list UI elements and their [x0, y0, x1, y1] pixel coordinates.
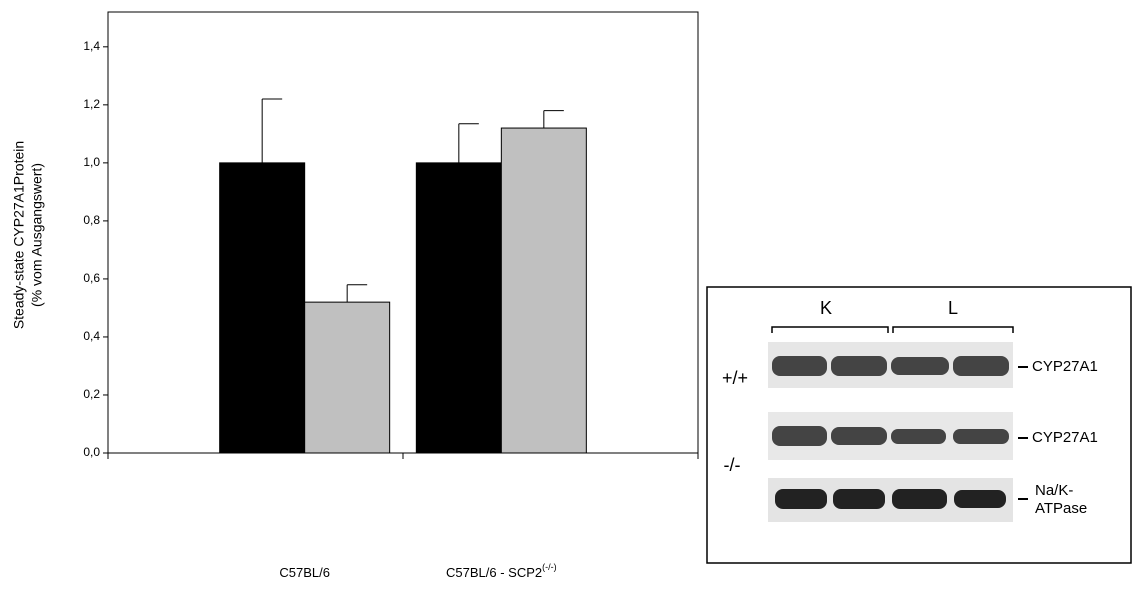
bar — [220, 163, 305, 453]
band-label: Na/K- — [1035, 482, 1073, 499]
y-tick-label: 0,8 — [83, 213, 100, 227]
y-label: Steady-state CYP27A1Protein (% vom Ausga… — [11, 141, 45, 329]
y-tick-label: 0,6 — [83, 271, 100, 285]
y-tick-label: 0,0 — [83, 445, 100, 459]
genotype-label: -/- — [724, 455, 741, 475]
y-tick-label: 0,4 — [83, 329, 100, 343]
band-label: CYP27A1 — [1032, 429, 1098, 446]
x-tick-label: C57BL/6 — [279, 565, 330, 580]
blot-inset: K L +/+ -/- CYP27A1 CYP27A1 Na/K- ATPase — [707, 287, 1131, 563]
error-bar — [347, 285, 367, 302]
y-label-line: Steady-state CYP27A1Protein — [11, 141, 27, 329]
bar — [501, 128, 586, 453]
category-superscript: (-/-) — [542, 562, 557, 572]
genotype-label: +/+ — [722, 368, 748, 388]
lane-group-label: K — [820, 298, 832, 318]
y-label-line: (% vom Ausgangswert) — [29, 163, 45, 307]
y-tick-label: 1,2 — [83, 97, 100, 111]
bar — [305, 302, 390, 453]
y-tick-label: 0,2 — [83, 387, 100, 401]
band-label: CYP27A1 — [1032, 358, 1098, 375]
error-bar — [544, 111, 564, 128]
error-bar — [459, 124, 479, 163]
band-label: ATPase — [1035, 500, 1087, 517]
x-tick-label: C57BL/6 - SCP2(-/-) — [446, 562, 557, 580]
error-bar — [262, 99, 282, 163]
plot-frame — [108, 12, 698, 453]
category-text: C57BL/6 - SCP2 — [446, 565, 542, 580]
lane-group-label: L — [948, 298, 958, 318]
y-tick-label: 1,4 — [83, 39, 100, 53]
y-tick-label: 1,0 — [83, 155, 100, 169]
bar — [416, 163, 501, 453]
category-text: C57BL/6 — [279, 565, 330, 580]
figure: Steady-state CYP27A1Protein (% vom Ausga… — [0, 0, 1134, 585]
